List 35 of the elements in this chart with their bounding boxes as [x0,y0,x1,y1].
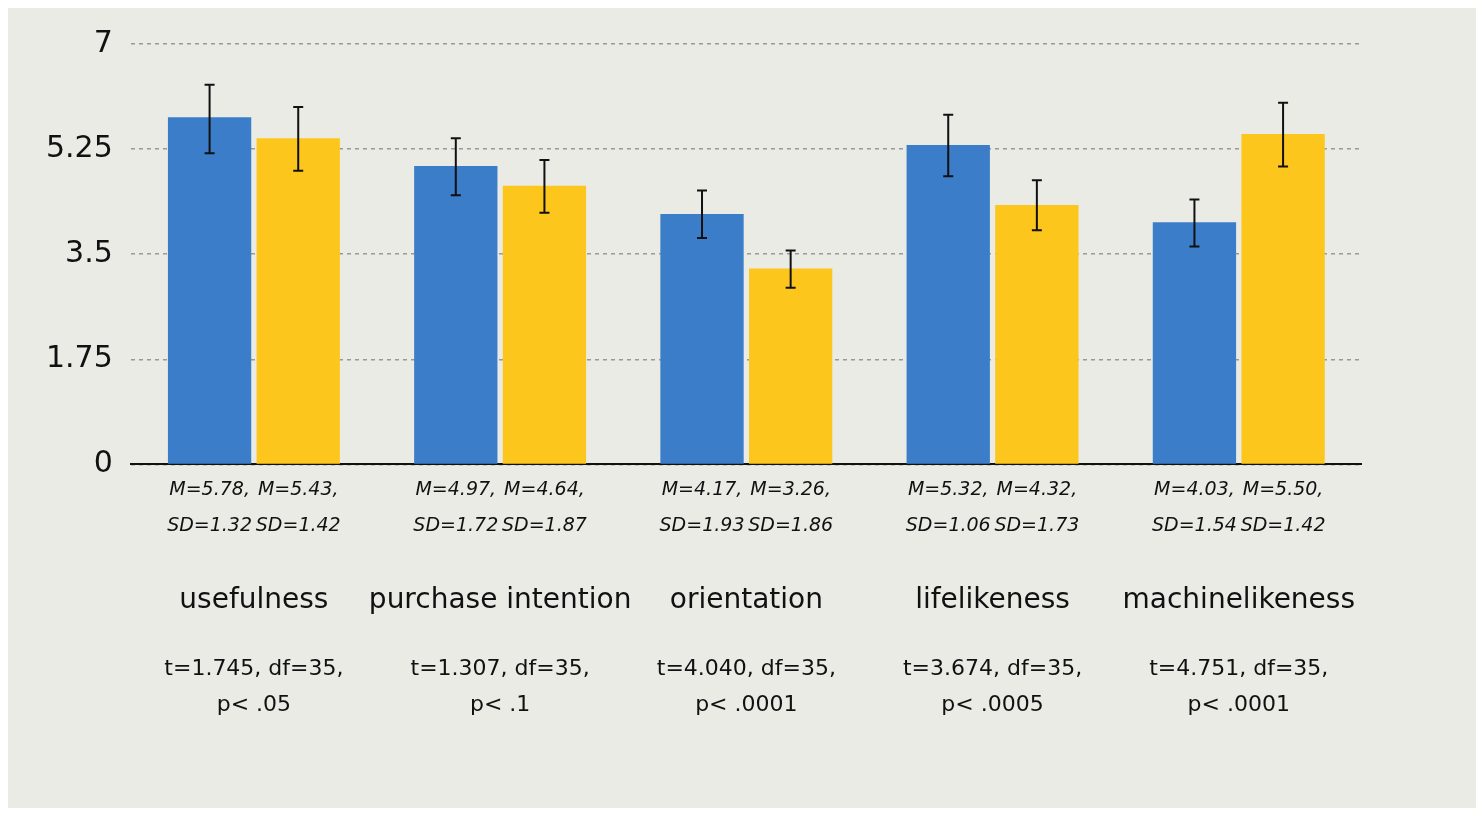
data-label: M=5.32, SD=1.06 [905,477,991,536]
bar [167,117,252,464]
x-tick-label: purchase intention [368,582,632,616]
bar [256,138,340,464]
x-tick-label: orientation [669,582,823,616]
data-label: M=4.32, SD=1.73 [994,477,1080,536]
bar [906,144,990,464]
data-label: M=5.78, SD=1.32 [167,477,253,536]
data-label: M=3.26, SD=1.86 [748,477,834,536]
text: t=3.674, df=35, p< .0005 [902,655,1083,717]
text: t=1.307, df=35, p< .1 [410,655,590,717]
data-label: M=4.03, SD=1.54 [1151,477,1237,536]
text: t=1.745, df=35, p< .05 [164,655,344,717]
bar [414,165,498,464]
y-tick-label: 7 [93,23,113,59]
x-tick-label: machinelikeness [1122,582,1355,616]
bar [1241,134,1325,464]
bar [660,213,744,464]
data-label: M=5.43, SD=1.42 [255,477,341,536]
data-label: M=4.17, SD=1.93 [659,477,745,536]
text: t=4.040, df=35, p< .0001 [656,655,836,717]
text: t=4.751, df=35, p< .0001 [1149,655,1329,717]
data-label: M=5.50, SD=1.42 [1240,477,1326,536]
bar [748,268,833,464]
data-label: M=4.97, SD=1.72 [413,477,499,536]
bar [995,204,1079,464]
y-tick-label: 3.5 [65,234,113,269]
y-tick-label: 1.75 [46,339,113,375]
x-tick-label: usefulness [179,582,329,616]
y-tick-label: 0 [93,444,113,480]
data-label: M=4.64, SD=1.87 [501,477,587,536]
bar [1152,222,1237,464]
bar [502,185,587,464]
x-tick-label: lifelikeness [915,582,1070,616]
y-tick-label: 5.25 [46,128,113,164]
